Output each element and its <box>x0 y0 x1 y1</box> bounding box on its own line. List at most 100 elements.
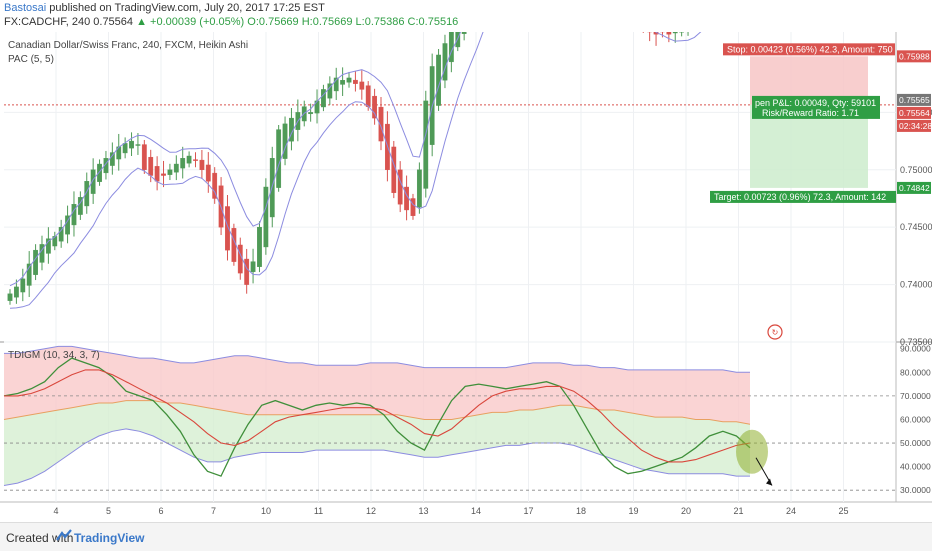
candle-body <box>276 130 280 188</box>
candle-body <box>340 80 344 84</box>
candle-body <box>161 174 165 176</box>
publish-line: Bastosai published on TradingView.com, J… <box>4 2 325 14</box>
publish-header: Bastosai published on TradingView.com, J… <box>0 0 932 32</box>
candle-body <box>398 170 402 204</box>
time-tick-label: 18 <box>576 506 586 516</box>
candle-body <box>462 32 466 34</box>
candle-body <box>123 143 127 153</box>
current-price-tag: 0.75565 <box>899 95 930 105</box>
time-tick-label: 7 <box>211 506 216 516</box>
time-tick-label: 6 <box>158 506 163 516</box>
candle-body <box>424 101 428 189</box>
tdi-tick-label: 30.0000 <box>900 485 931 495</box>
candle-body <box>251 262 255 272</box>
candle-body <box>353 80 357 84</box>
candle-body <box>443 43 447 80</box>
time-tick-label: 13 <box>418 506 428 516</box>
change-value: ▲ +0.00039 (+0.05%) <box>136 16 244 28</box>
chart-area[interactable]: 0.755000.750000.745000.740000.735000.759… <box>0 32 932 522</box>
tdi-tick-label: 50.0000 <box>900 438 931 448</box>
candle-body <box>411 198 415 215</box>
candle-body <box>244 259 248 285</box>
ratio-label: Risk/Reward Ratio: 1.71 <box>762 108 859 118</box>
time-tick-label: 10 <box>261 506 271 516</box>
candle-body <box>59 227 63 241</box>
candle-body <box>404 187 408 210</box>
candle-body <box>206 165 210 181</box>
candle-body <box>21 279 25 292</box>
quote-line: FX:CADCHF, 240 0.75564 ▲ +0.00039 (+0.05… <box>4 16 458 28</box>
candle-body <box>181 158 185 168</box>
candle-body <box>257 227 261 267</box>
published-text: published on TradingView.com, July 20, 2… <box>49 2 325 14</box>
ohlc-values: O:0.75669 H:0.75669 L:0.75386 C:0.75516 <box>247 16 458 28</box>
candle-body <box>8 294 12 301</box>
candle-body <box>392 147 396 193</box>
tdi-tick-label: 70.0000 <box>900 391 931 401</box>
candle-body <box>149 157 153 175</box>
time-tick-label: 14 <box>471 506 481 516</box>
candle-body <box>155 166 159 181</box>
tdi-tick-label: 60.0000 <box>900 414 931 424</box>
candle-body <box>110 153 114 166</box>
candle-body <box>449 32 453 62</box>
candle-body <box>168 170 172 175</box>
candle-body <box>200 160 204 170</box>
candle-body <box>14 287 18 297</box>
candle-body <box>366 86 370 107</box>
time-tick-label: 21 <box>733 506 743 516</box>
chart-title: Canadian Dollar/Swiss Franc, 240, FXCM, … <box>8 40 248 51</box>
tdi-title: TDIGM (10, 34, 3, 7) <box>8 350 100 361</box>
candle-body <box>193 160 197 161</box>
candle-body <box>667 32 671 34</box>
tdi-tick-label: 80.0000 <box>900 367 931 377</box>
candle-body <box>232 228 236 261</box>
target-price-tag: 0.74842 <box>899 183 930 193</box>
candle-body <box>436 55 440 106</box>
target-label: Target: 0.00723 (0.96%) 72.3, Amount: 14… <box>714 192 886 202</box>
replay-icon-glyph: ↻ <box>772 328 779 337</box>
tdi-tick-label: 90.0000 <box>900 344 931 354</box>
highlight-ellipse <box>736 430 768 474</box>
candle-body <box>308 112 312 113</box>
tdi-tick-label: 40.0000 <box>900 462 931 472</box>
symbol-label: FX:CADCHF, 240 <box>4 16 90 28</box>
candle-body <box>372 96 376 118</box>
price-tick-label: 0.74000 <box>900 280 932 290</box>
candle-body <box>187 156 191 163</box>
position-zones <box>750 56 868 188</box>
candle-body <box>360 82 364 90</box>
last-price: 0.75564 <box>93 16 133 28</box>
footer-bar: Created with TradingView <box>0 522 932 551</box>
stop-price-tag: 0.75988 <box>899 51 930 61</box>
time-tick-label: 19 <box>628 506 638 516</box>
stop-label: Stop: 0.00423 (0.56%) 42.3, Amount: 750 <box>727 44 893 54</box>
time-tick-label: 24 <box>786 506 796 516</box>
time-tick-label: 12 <box>366 506 376 516</box>
candle-body <box>129 141 133 148</box>
time-tick-label: 11 <box>314 506 323 516</box>
time-tick-label: 5 <box>106 506 111 516</box>
candle-body <box>417 170 421 207</box>
indicator-label: PAC (5, 5) <box>8 54 54 65</box>
pnl-label: pen P&L: 0.00049, Qty: 59101 <box>755 98 876 108</box>
candle-body <box>347 78 351 82</box>
time-tick-label: 17 <box>523 506 533 516</box>
candle-body <box>72 204 76 225</box>
candle-body <box>264 187 268 247</box>
candle-body <box>174 164 178 172</box>
price-tick-label: 0.74500 <box>900 222 932 232</box>
price-tick-label: 0.75000 <box>900 165 932 175</box>
time-tick-label: 25 <box>838 506 848 516</box>
time-tick-label: 20 <box>681 506 691 516</box>
candle-body <box>136 145 140 146</box>
tradingview-logo-icon <box>56 529 72 543</box>
tradingview-brand[interactable]: TradingView <box>74 531 144 545</box>
author-link[interactable]: Bastosai <box>4 2 46 14</box>
countdown-tag: 02:34:28 <box>899 121 932 131</box>
close-price-tag: 0.75564 <box>899 108 930 118</box>
time-tick-label: 4 <box>53 506 58 516</box>
candle-body <box>238 245 242 273</box>
candle-body <box>142 145 146 170</box>
candle-body <box>33 250 37 275</box>
